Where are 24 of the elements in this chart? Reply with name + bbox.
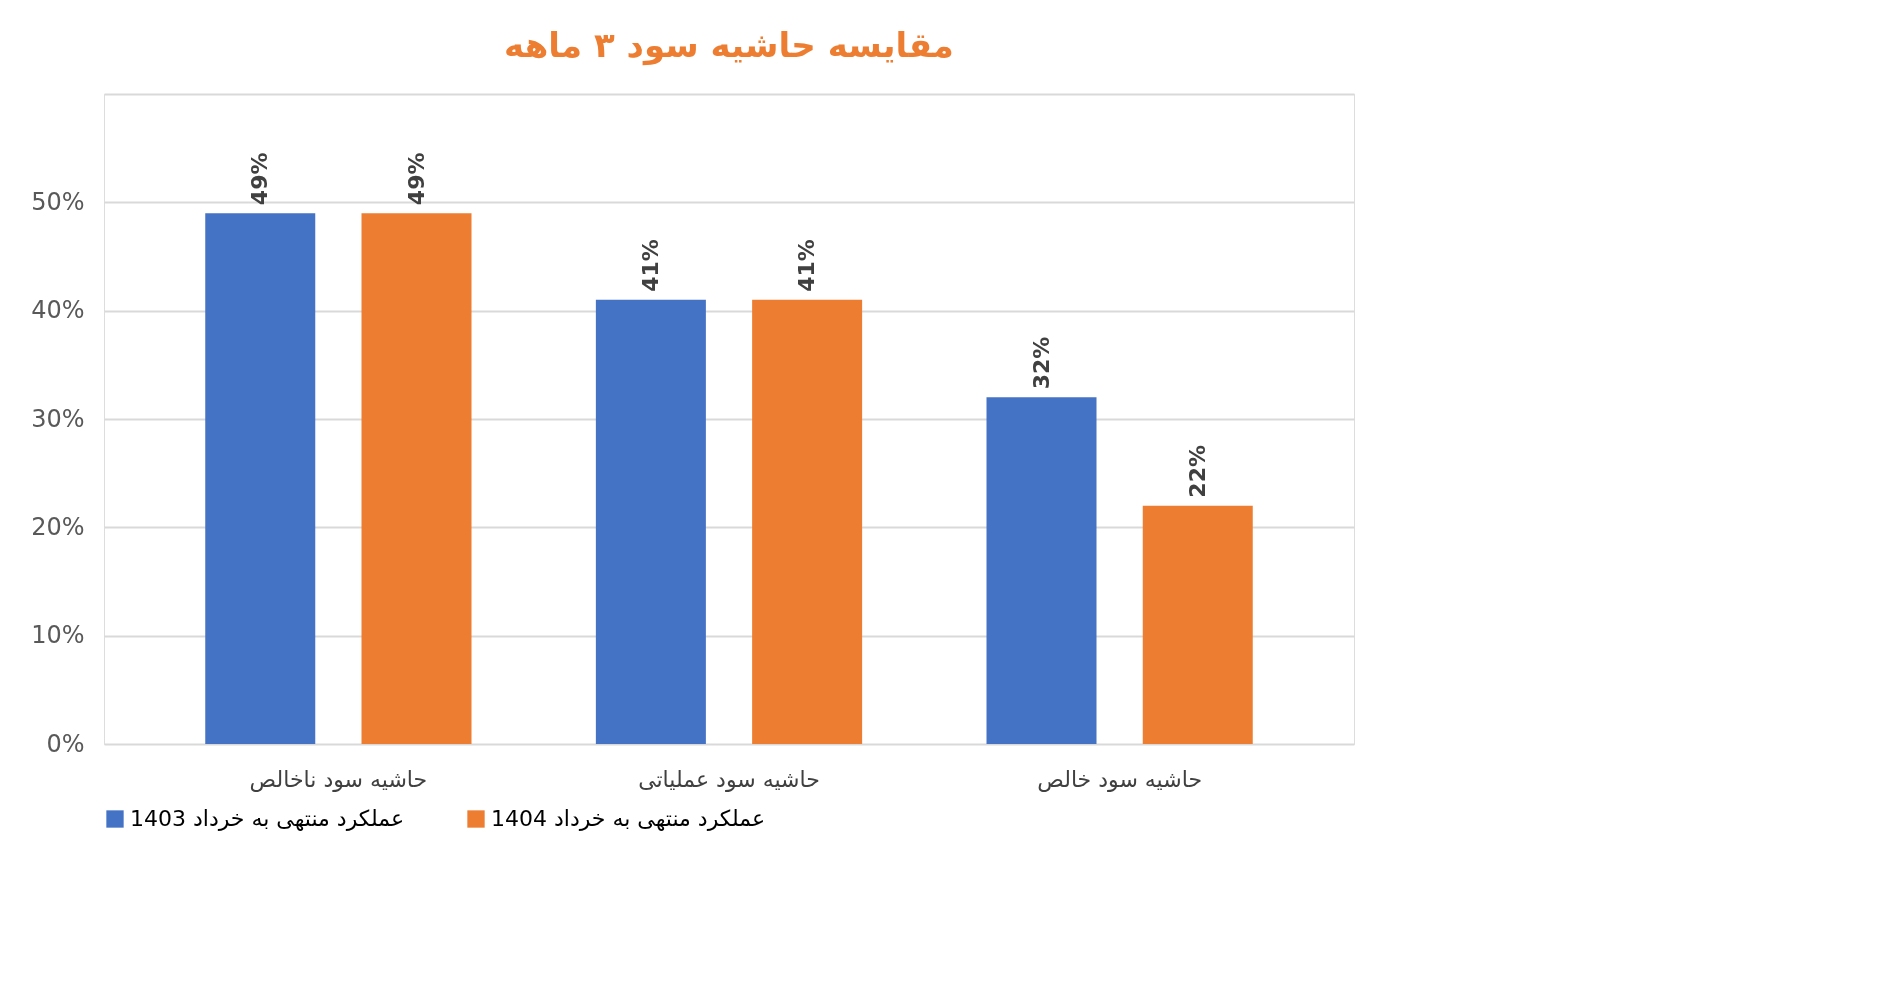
bar — [361, 213, 472, 744]
y-tick-label: 50% — [31, 187, 85, 216]
bar — [595, 299, 706, 744]
data-label: 22% — [1184, 444, 1210, 498]
y-tick-label: 0% — [46, 729, 85, 758]
data-label: 41% — [794, 239, 820, 292]
data-label: 49% — [403, 152, 429, 206]
chart-title: مقایسه حاشیه سود ۳ ماهه — [504, 25, 954, 66]
y-tick-label: 40% — [31, 296, 85, 325]
legend-label: عملکرد منتهی به خرداد 1404 — [491, 806, 766, 831]
data-label: 41% — [637, 239, 663, 292]
y-tick-label: 30% — [31, 404, 85, 433]
bar — [205, 213, 316, 744]
bar — [986, 397, 1097, 744]
x-tick-label: حاشیه سود ناخالص — [249, 766, 428, 793]
data-label: 32% — [1028, 336, 1054, 390]
bar — [1142, 505, 1253, 744]
legend-label: عملکرد منتهی به خرداد 1403 — [130, 806, 405, 831]
x-tick-label: حاشیه سود خالص — [1037, 766, 1202, 793]
y-tick-label: 10% — [31, 621, 85, 650]
y-tick-label: 20% — [31, 512, 85, 541]
bar — [752, 299, 863, 744]
x-tick-label: حاشیه سود عملیاتی — [638, 766, 820, 792]
data-label: 49% — [247, 152, 273, 206]
